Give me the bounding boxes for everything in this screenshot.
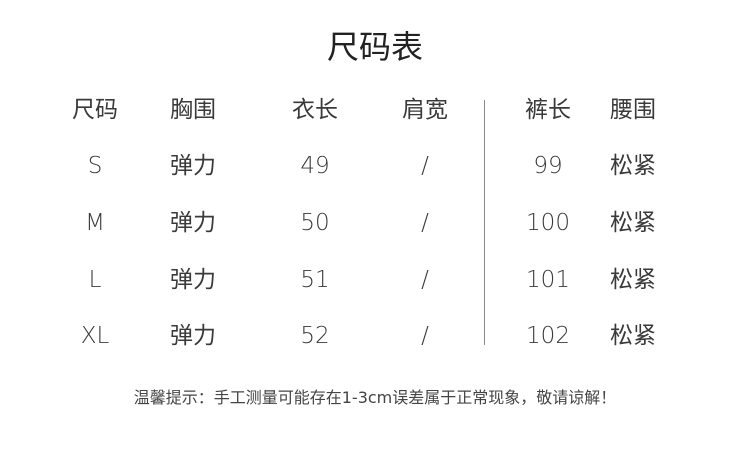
table-cell: 弹力 — [170, 210, 216, 236]
table-cell: S — [87, 153, 103, 179]
table-cell: M — [85, 210, 105, 236]
table-cell: 松紧 — [610, 267, 656, 293]
column-header: 腰围 — [610, 97, 656, 123]
table-cell: 52 — [300, 323, 330, 349]
table-cell: 100 — [526, 210, 570, 236]
table-cell: 弹力 — [170, 323, 216, 349]
table-cell: 99 — [533, 153, 563, 179]
column-header: 裤长 — [525, 97, 571, 123]
table-cell: 松紧 — [610, 323, 656, 349]
page-title: 尺码表 — [326, 28, 423, 66]
table-cell: / — [421, 210, 429, 236]
table-cell: 51 — [300, 267, 330, 293]
table-cell: L — [88, 267, 102, 293]
table-cell: 102 — [526, 323, 570, 349]
table-cell: / — [421, 323, 429, 349]
measurement-note: 温馨提示：手工测量可能存在1-3cm误差属于正常现象，敬请谅解！ — [133, 388, 617, 407]
table-cell: / — [421, 267, 429, 293]
table-cell: 松紧 — [610, 210, 656, 236]
column-divider — [484, 100, 485, 345]
table-cell: 101 — [526, 267, 570, 293]
table-cell: 弹力 — [170, 153, 216, 179]
table-cell: 松紧 — [610, 153, 656, 179]
table-cell: XL — [80, 323, 110, 349]
table-cell: 50 — [300, 210, 330, 236]
column-header: 胸围 — [170, 97, 216, 123]
table-cell: 49 — [300, 153, 330, 179]
column-header: 尺码 — [72, 97, 118, 123]
table-cell: / — [421, 153, 429, 179]
column-header: 衣长 — [292, 97, 338, 123]
column-header: 肩宽 — [402, 97, 448, 123]
table-cell: 弹力 — [170, 267, 216, 293]
